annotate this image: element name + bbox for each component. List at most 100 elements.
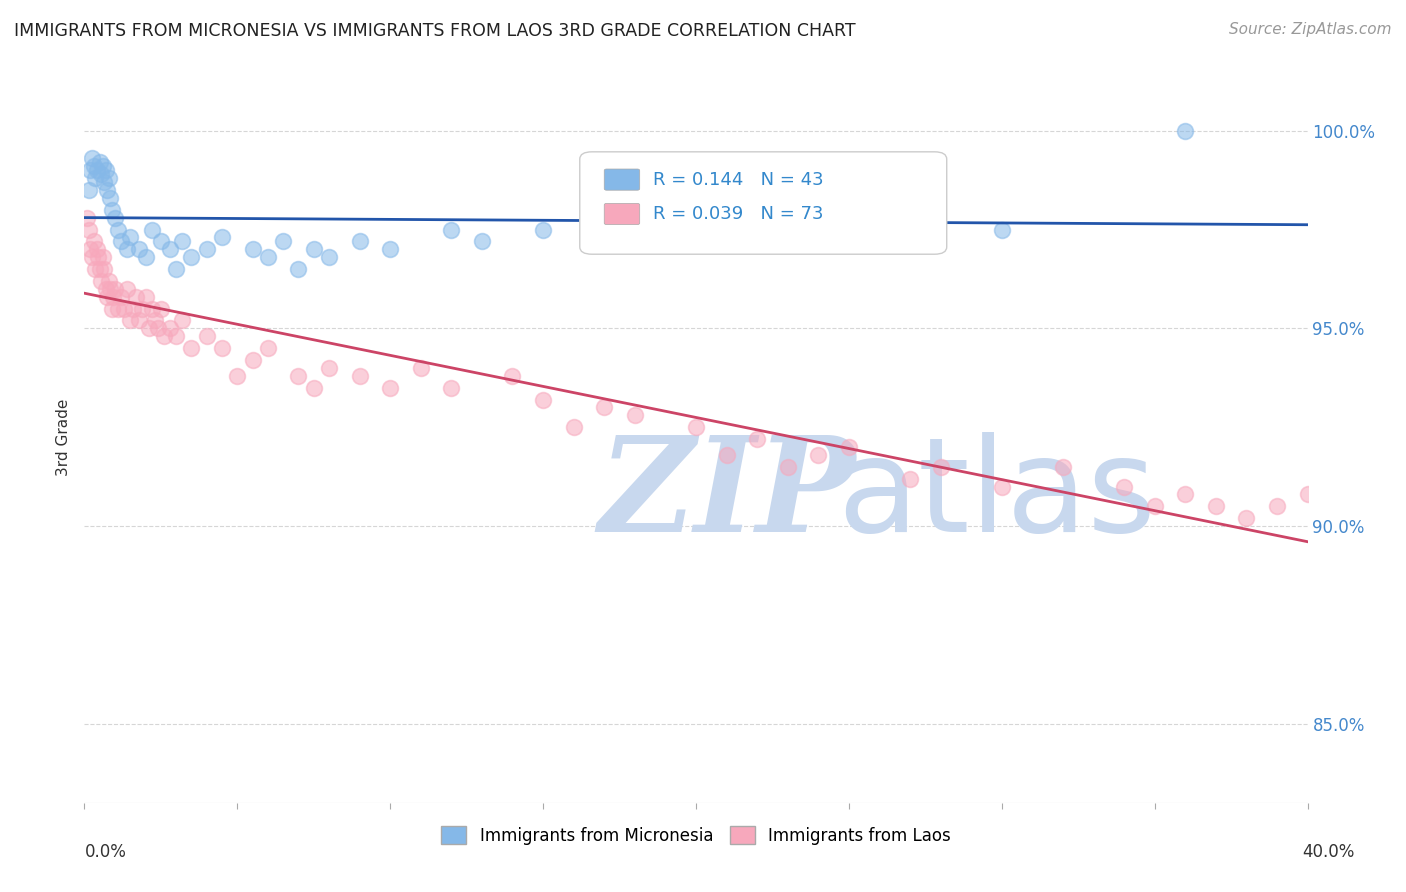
Point	[380, 381, 402, 395]
Point	[120, 230, 142, 244]
Point	[84, 262, 107, 277]
Point	[115, 242, 138, 256]
Point	[112, 301, 135, 316]
Point	[94, 163, 117, 178]
Point	[180, 341, 202, 355]
Point	[287, 368, 309, 383]
Point	[929, 459, 952, 474]
Point	[531, 222, 554, 236]
Point	[302, 381, 325, 395]
Point	[271, 235, 294, 249]
Point	[141, 301, 163, 316]
Point	[440, 222, 463, 236]
Point	[471, 235, 494, 249]
Point	[107, 301, 129, 316]
Point	[409, 360, 432, 375]
Point	[531, 392, 554, 407]
Point	[135, 250, 157, 264]
Point	[898, 472, 921, 486]
Point	[98, 282, 121, 296]
Point	[159, 321, 181, 335]
Point	[302, 242, 325, 256]
Point	[562, 420, 585, 434]
Point	[96, 290, 118, 304]
FancyBboxPatch shape	[579, 152, 946, 254]
Point	[991, 222, 1014, 236]
Point	[83, 235, 105, 249]
Point	[318, 250, 340, 264]
Point	[90, 274, 112, 288]
Point	[287, 262, 309, 277]
Point	[96, 183, 118, 197]
Point	[86, 242, 108, 256]
Point	[747, 432, 769, 446]
Y-axis label: 3rd Grade: 3rd Grade	[56, 399, 72, 475]
Point	[101, 301, 124, 316]
Point	[90, 167, 112, 181]
Point	[838, 440, 860, 454]
Point	[1205, 500, 1227, 514]
Point	[104, 282, 127, 296]
Text: R = 0.144   N = 43: R = 0.144 N = 43	[654, 170, 824, 188]
Point	[110, 235, 132, 249]
Point	[318, 360, 340, 375]
Point	[242, 242, 264, 256]
Point	[624, 409, 647, 423]
Point	[97, 274, 120, 288]
Point	[149, 301, 172, 316]
Point	[91, 250, 114, 264]
Point	[1143, 500, 1166, 514]
Point	[172, 313, 194, 327]
FancyBboxPatch shape	[605, 203, 640, 225]
Text: IMMIGRANTS FROM MICRONESIA VS IMMIGRANTS FROM LAOS 3RD GRADE CORRELATION CHART: IMMIGRANTS FROM MICRONESIA VS IMMIGRANTS…	[14, 22, 856, 40]
Point	[257, 341, 280, 355]
Point	[349, 235, 371, 249]
Point	[101, 202, 124, 217]
Point	[89, 155, 111, 169]
Point	[143, 313, 166, 327]
Point	[1236, 511, 1258, 525]
Point	[76, 211, 98, 225]
Point	[87, 250, 110, 264]
Point	[138, 321, 160, 335]
Point	[141, 222, 163, 236]
Point	[135, 290, 157, 304]
Text: Source: ZipAtlas.com: Source: ZipAtlas.com	[1229, 22, 1392, 37]
Point	[776, 459, 799, 474]
Point	[211, 341, 233, 355]
Point	[131, 301, 153, 316]
Point	[380, 242, 402, 256]
Point	[593, 401, 616, 415]
Point	[83, 159, 105, 173]
Point	[165, 262, 187, 277]
Text: ZIP: ZIP	[598, 431, 855, 560]
Point	[107, 222, 129, 236]
Point	[91, 159, 114, 173]
Point	[1114, 479, 1136, 493]
Point	[79, 242, 101, 256]
Point	[110, 290, 132, 304]
Point	[80, 250, 103, 264]
Point	[211, 230, 233, 244]
Point	[104, 211, 127, 225]
Text: 0.0%: 0.0%	[84, 843, 127, 861]
Point	[125, 290, 148, 304]
Point	[1174, 123, 1197, 137]
Point	[79, 163, 101, 178]
Point	[349, 368, 371, 383]
FancyBboxPatch shape	[605, 169, 640, 190]
Point	[242, 353, 264, 368]
Point	[226, 368, 249, 383]
Point	[159, 242, 181, 256]
Text: R = 0.039   N = 73: R = 0.039 N = 73	[654, 205, 824, 223]
Point	[685, 420, 707, 434]
Point	[149, 235, 172, 249]
Point	[89, 262, 111, 277]
Point	[115, 282, 138, 296]
Point	[94, 282, 117, 296]
Point	[128, 242, 150, 256]
Point	[1052, 459, 1074, 474]
Point	[257, 250, 280, 264]
Point	[153, 329, 176, 343]
Point	[172, 235, 194, 249]
